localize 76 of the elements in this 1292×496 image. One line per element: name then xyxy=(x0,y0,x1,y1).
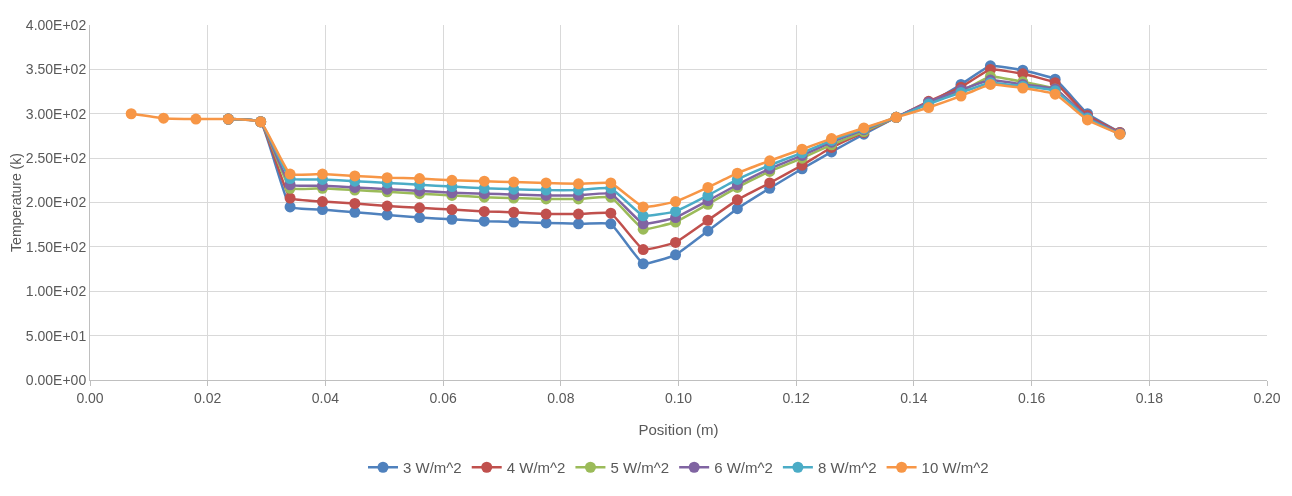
legend-label: 3 W/m^2 xyxy=(403,459,462,477)
y-tick-label: 4.00E+02 xyxy=(25,16,87,33)
point xyxy=(478,205,490,217)
x-tick-label: 0.10 xyxy=(664,389,693,406)
point xyxy=(670,249,682,261)
x-tick-label: 0.04 xyxy=(311,389,340,406)
point xyxy=(478,175,490,187)
x-tick-label: 0.16 xyxy=(1017,389,1046,406)
legend-label: 8 W/m^2 xyxy=(817,459,877,477)
y-tick-label: 3.00E+02 xyxy=(25,105,87,122)
x-tick-label: 0.20 xyxy=(1253,389,1281,406)
point xyxy=(508,216,520,228)
point xyxy=(446,213,458,225)
point xyxy=(670,236,682,248)
point xyxy=(731,194,743,206)
point xyxy=(764,177,776,189)
point xyxy=(381,200,393,212)
x-tick-label: 0.12 xyxy=(782,389,811,406)
point xyxy=(125,108,137,120)
x-tick-label: 0.06 xyxy=(429,389,457,406)
point xyxy=(540,208,552,220)
point xyxy=(414,202,426,214)
point xyxy=(158,112,170,124)
point xyxy=(764,155,776,167)
point xyxy=(731,167,743,179)
point xyxy=(637,201,649,213)
point xyxy=(605,218,617,230)
point xyxy=(702,181,714,193)
point xyxy=(316,196,328,208)
point xyxy=(284,168,296,180)
point xyxy=(702,225,714,237)
point xyxy=(349,197,361,209)
y-tick-label: 1.00E+02 xyxy=(25,283,87,300)
point xyxy=(605,177,617,189)
point xyxy=(731,203,743,215)
x-tick-label: 0.08 xyxy=(547,389,575,406)
point xyxy=(540,177,552,189)
y-tick-label: 2.50E+02 xyxy=(25,150,87,167)
y-tick-label: 1.50E+02 xyxy=(25,238,87,255)
legend-label: 10 W/m^2 xyxy=(921,459,989,477)
point xyxy=(414,173,426,185)
point xyxy=(316,168,328,180)
x-axis-title: Position (m) xyxy=(638,421,719,438)
legend-label: 4 W/m^2 xyxy=(506,459,566,477)
legend-label: 5 W/m^2 xyxy=(610,459,670,477)
point xyxy=(478,215,490,227)
point xyxy=(572,208,584,220)
point xyxy=(572,178,584,190)
point xyxy=(605,207,617,219)
point xyxy=(670,205,682,217)
point xyxy=(414,212,426,224)
y-tick-label: 0.00E+00 xyxy=(25,371,87,388)
point xyxy=(190,113,202,125)
legend-label: 6 W/m^2 xyxy=(714,459,773,477)
point xyxy=(637,244,649,256)
point xyxy=(572,218,584,230)
point xyxy=(955,90,967,102)
y-axis-title: Temperature (k) xyxy=(7,153,24,252)
point xyxy=(796,143,808,155)
point xyxy=(508,176,520,188)
point xyxy=(702,214,714,226)
point xyxy=(381,172,393,184)
x-tick-label: 0.18 xyxy=(1135,389,1164,406)
point xyxy=(923,102,935,114)
x-tick-label: 0.02 xyxy=(194,389,222,406)
point xyxy=(446,174,458,186)
y-tick-label: 3.50E+02 xyxy=(25,61,87,78)
point xyxy=(670,196,682,208)
point xyxy=(637,258,649,270)
point xyxy=(349,170,361,182)
x-tick-label: 0.00 xyxy=(76,389,104,406)
x-tick-label: 0.14 xyxy=(900,389,928,406)
y-tick-label: 2.00E+02 xyxy=(25,194,87,211)
point xyxy=(508,206,520,218)
y-tick-label: 5.00E+01 xyxy=(25,327,87,344)
point xyxy=(446,204,458,216)
